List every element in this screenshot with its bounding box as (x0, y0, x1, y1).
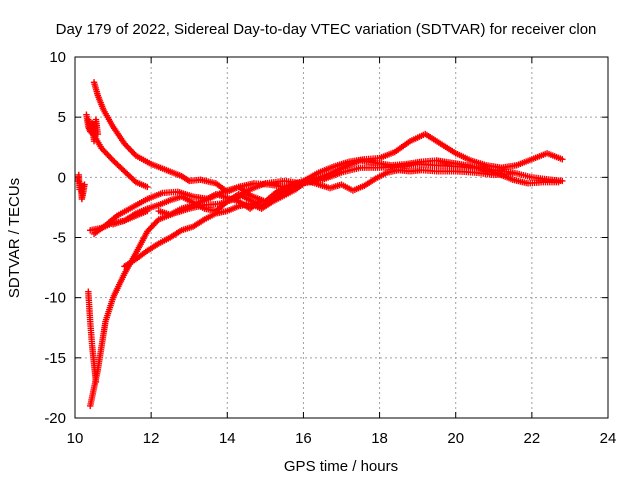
y-tick-label: -20 (44, 410, 66, 427)
series-track-11 (87, 207, 151, 234)
series-track-4 (85, 116, 102, 145)
x-axis-label: GPS time / hours (284, 458, 398, 475)
axes: 10 12 14 16 18 20 22 24 -20 -15 -10 -5 0 5 10 (44, 49, 616, 447)
data-point (144, 207, 151, 215)
data-point (81, 181, 88, 188)
x-tick-label: 14 (219, 430, 236, 447)
plot-frame (74, 56, 609, 419)
x-tick-label: 16 (295, 430, 312, 447)
series-track-6 (85, 288, 100, 386)
series-track-5 (87, 160, 566, 410)
data-point (559, 177, 566, 185)
data-point (559, 156, 566, 163)
x-tick-label: 10 (67, 430, 84, 447)
x-tick-label: 24 (600, 430, 617, 447)
y-tick-label: 10 (49, 49, 66, 66)
x-tick-label: 20 (447, 430, 464, 447)
data-point (144, 183, 151, 191)
x-tick-label: 12 (143, 430, 160, 447)
y-tick-label: 0 (58, 169, 66, 186)
grid (75, 57, 608, 418)
series-track-7 (90, 157, 562, 238)
y-tick-label: -5 (53, 230, 66, 247)
x-tick-label: 18 (371, 430, 388, 447)
chart-title: Day 179 of 2022, Sidereal Day-to-day VTE… (56, 21, 597, 38)
data-point (131, 177, 138, 184)
data-point (509, 170, 517, 177)
data-point (92, 378, 100, 386)
series-track-9 (109, 174, 322, 228)
data-marks (74, 79, 566, 410)
series-track-1 (74, 171, 88, 203)
data-point (315, 174, 322, 181)
y-tick-label: 5 (58, 109, 66, 126)
data-point (555, 178, 562, 186)
y-axis-label: SDTVAR / TECUs (6, 178, 23, 298)
y-tick-label: -10 (44, 290, 66, 307)
x-tick-label: 22 (524, 430, 541, 447)
data-point (258, 196, 265, 204)
series-track-8 (121, 166, 517, 270)
data-point (94, 130, 102, 138)
y-tick-label: -15 (44, 350, 66, 367)
series-track-10 (155, 190, 265, 218)
